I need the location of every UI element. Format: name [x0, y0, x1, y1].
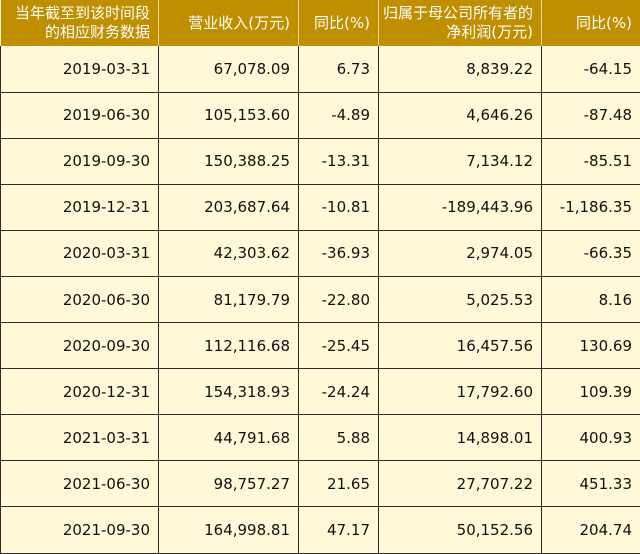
cell-revenue: 203,687.64 [159, 184, 299, 230]
cell-net-profit: 8,839.22 [379, 46, 542, 92]
column-header-net-profit: 归属于母公司所有者的净利润(万元) [379, 0, 542, 46]
cell-period: 2019-12-31 [1, 184, 159, 230]
cell-period: 2020-06-30 [1, 276, 159, 322]
cell-revenue: 105,153.60 [159, 92, 299, 138]
cell-net-profit-yoy: 451.33 [542, 461, 640, 507]
cell-period: 2019-09-30 [1, 138, 159, 184]
cell-net-profit: 14,898.01 [379, 415, 542, 461]
cell-revenue: 112,116.68 [159, 323, 299, 369]
cell-net-profit-yoy: -87.48 [542, 92, 640, 138]
cell-period: 2020-03-31 [1, 230, 159, 276]
cell-revenue-yoy: -36.93 [299, 230, 379, 276]
cell-net-profit-yoy: -64.15 [542, 46, 640, 92]
cell-net-profit-yoy: -1,186.35 [542, 184, 640, 230]
cell-revenue-yoy: 47.17 [299, 507, 379, 553]
cell-net-profit-yoy: -66.35 [542, 230, 640, 276]
cell-net-profit-yoy: 400.93 [542, 415, 640, 461]
cell-revenue-yoy: -4.89 [299, 92, 379, 138]
cell-net-profit: 27,707.22 [379, 461, 542, 507]
cell-net-profit: 17,792.60 [379, 369, 542, 415]
cell-net-profit: 16,457.56 [379, 323, 542, 369]
cell-revenue-yoy: -10.81 [299, 184, 379, 230]
cell-revenue-yoy: 6.73 [299, 46, 379, 92]
cell-period: 2019-06-30 [1, 92, 159, 138]
column-header-net-profit-yoy: 同比(%) [542, 0, 640, 46]
cell-revenue: 150,388.25 [159, 138, 299, 184]
cell-net-profit: 7,134.12 [379, 138, 542, 184]
cell-revenue: 67,078.09 [159, 46, 299, 92]
cell-net-profit-yoy: 130.69 [542, 323, 640, 369]
cell-revenue-yoy: -25.45 [299, 323, 379, 369]
column-header-revenue: 营业收入(万元) [159, 0, 299, 46]
cell-net-profit: 50,152.56 [379, 507, 542, 553]
cell-net-profit: -189,443.96 [379, 184, 542, 230]
cell-revenue-yoy: -24.24 [299, 369, 379, 415]
cell-revenue-yoy: 21.65 [299, 461, 379, 507]
cell-revenue: 164,998.81 [159, 507, 299, 553]
cell-period: 2020-12-31 [1, 369, 159, 415]
cell-revenue: 154,318.93 [159, 369, 299, 415]
cell-net-profit-yoy: 109.39 [542, 369, 640, 415]
cell-net-profit: 4,646.26 [379, 92, 542, 138]
cell-net-profit-yoy: 8.16 [542, 276, 640, 322]
cell-period: 2021-03-31 [1, 415, 159, 461]
cell-net-profit: 2,974.05 [379, 230, 542, 276]
cell-period: 2021-06-30 [1, 461, 159, 507]
cell-revenue: 98,757.27 [159, 461, 299, 507]
column-header-period: 当年截至到该时间段的相应财务数据 [1, 0, 159, 46]
cell-net-profit-yoy: -85.51 [542, 138, 640, 184]
cell-net-profit-yoy: 204.74 [542, 507, 640, 553]
cell-revenue: 42,303.62 [159, 230, 299, 276]
table-header-row: 当年截至到该时间段的相应财务数据 营业收入(万元) 同比(%) 归属于母公司所有… [1, 0, 640, 46]
cell-revenue-yoy: 5.88 [299, 415, 379, 461]
column-header-revenue-yoy: 同比(%) [299, 0, 379, 46]
cell-period: 2020-09-30 [1, 323, 159, 369]
cell-period: 2019-03-31 [1, 46, 159, 92]
cell-revenue-yoy: -22.80 [299, 276, 379, 322]
cell-net-profit: 5,025.53 [379, 276, 542, 322]
cell-revenue-yoy: -13.31 [299, 138, 379, 184]
cell-revenue: 81,179.79 [159, 276, 299, 322]
cell-period: 2021-09-30 [1, 507, 159, 553]
cell-revenue: 44,791.68 [159, 415, 299, 461]
